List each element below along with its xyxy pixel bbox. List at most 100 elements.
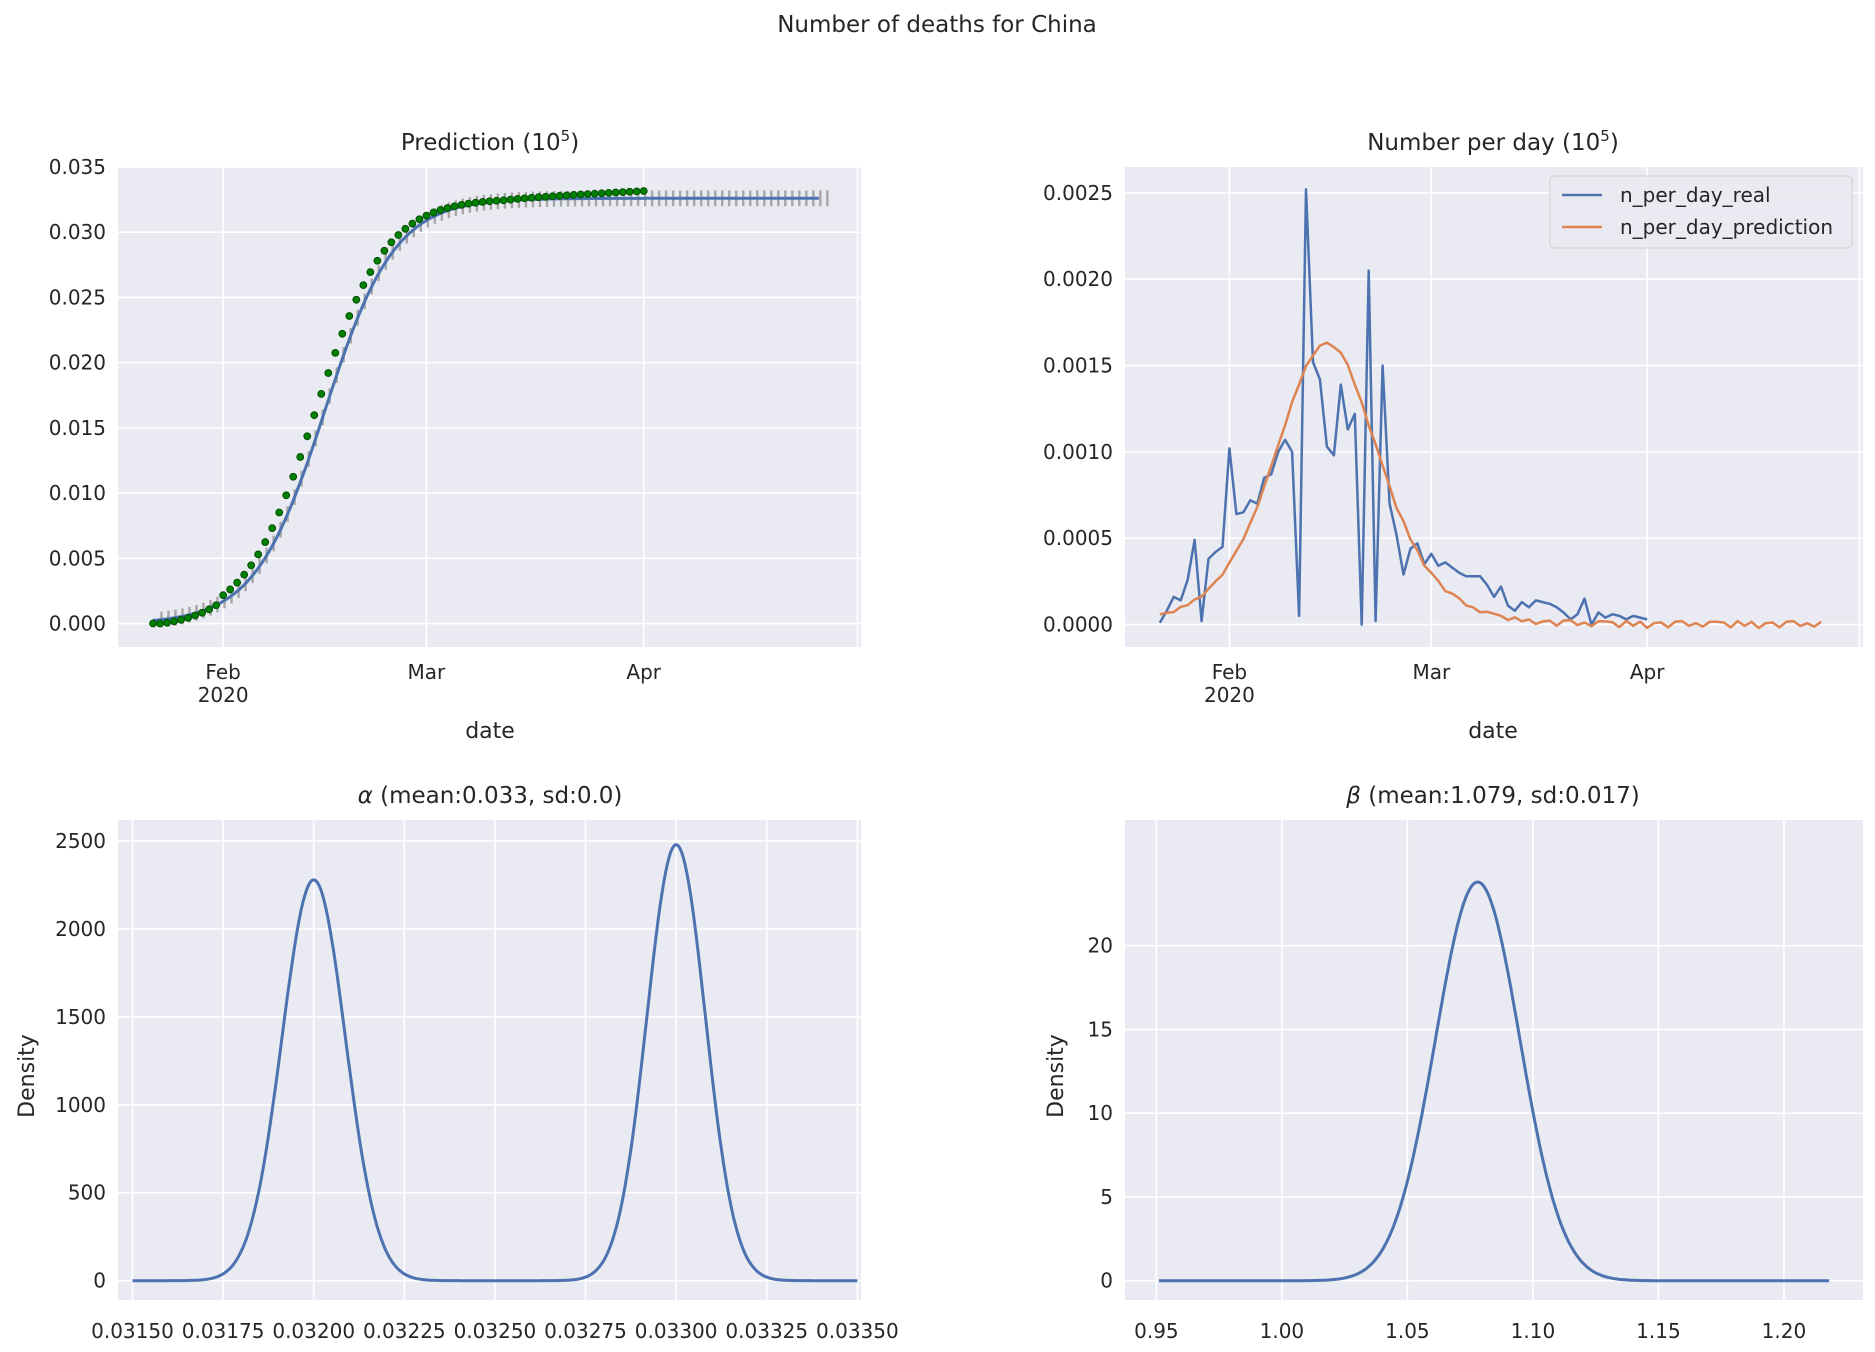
prediction-title: Prediction (105) (401, 127, 579, 156)
prediction-observed-point (338, 329, 347, 338)
alpha-plot: 0.03150 0.03175 0.03200 0.03225 0.03250 0.032… (55, 820, 899, 1343)
prediction-observed-point (254, 550, 263, 559)
prediction-observed-point (429, 208, 438, 217)
prediction-facecolor (118, 167, 861, 647)
prediction-observed-point (275, 508, 284, 517)
prediction-observed-point (247, 561, 256, 570)
prediction-observed-point (394, 231, 403, 239)
legend-label-prediction: n_per_day_prediction (1620, 215, 1833, 239)
alpha-xtick-label: 0.03225 (363, 1319, 446, 1343)
prediction-xtick-label: Apr (626, 660, 661, 684)
prediction-observed-point (576, 190, 585, 199)
prediction-observed-point (604, 189, 613, 197)
beta-ytick-label: 15 (1088, 1017, 1113, 1041)
prediction-observed-point (548, 192, 557, 201)
beta-facecolor (1125, 820, 1863, 1300)
prediction-observed-point (436, 206, 445, 214)
prediction-observed-point (345, 312, 354, 320)
per-day-ytick-label: 0.0005 (1043, 526, 1113, 550)
prediction-ytick-label: 0.035 (49, 155, 106, 179)
prediction-observed-point (513, 195, 522, 203)
alpha-facecolor (118, 820, 861, 1300)
alpha-ylabel: Density (15, 1034, 40, 1118)
per-day-xtick-label: Apr (1630, 660, 1665, 684)
prediction-observed-point (191, 611, 200, 620)
beta-plot: 0.95 1.00 1.05 1.10 1.15 1.20 0 5 10 15 20 (1088, 820, 1863, 1343)
beta-ytick-label: 5 (1100, 1185, 1113, 1209)
per-day-ytick-label: 0.0020 (1043, 267, 1113, 291)
prediction-observed-point (618, 188, 627, 197)
prediction-observed-point (506, 195, 515, 204)
prediction-xtick-label: Feb (205, 660, 240, 684)
prediction-observed-point (499, 196, 508, 205)
prediction-ytick-label: 0.005 (49, 546, 106, 570)
prediction-observed-point (597, 189, 606, 198)
prediction-observed-point (422, 211, 431, 220)
prediction-observed-point (387, 238, 396, 247)
alpha-ytick-label: 1500 (55, 1005, 106, 1029)
prediction-observed-point (198, 608, 207, 617)
prediction-observed-point (555, 191, 564, 200)
per-day-title: Number per day (105) (1367, 127, 1619, 156)
per-day-xtick-label: Feb (1212, 660, 1247, 684)
prediction-observed-point (359, 281, 368, 290)
prediction-observed-point (639, 187, 648, 195)
alpha-ytick-label: 2000 (55, 917, 106, 941)
prediction-observed-point (443, 204, 452, 212)
beta-title: β (mean:1.079, sd:0.017) (1345, 783, 1640, 809)
alpha-title: α (mean:0.033, sd:0.0) (358, 783, 623, 809)
per-day-real-line (1158, 188, 1648, 626)
alpha-xtick-label: 0.03200 (272, 1319, 355, 1343)
prediction-observed-point (625, 187, 634, 196)
beta-xtick-label: 1.00 (1260, 1319, 1305, 1343)
beta-ytick-label: 0 (1100, 1269, 1113, 1293)
per-day-xlabel: date (1468, 719, 1518, 744)
prediction-observed-point (303, 432, 312, 441)
prediction-observed-point (562, 191, 571, 200)
alpha-xtick-label: 0.03175 (182, 1319, 265, 1343)
legend-label-real: n_per_day_real (1620, 183, 1771, 207)
prediction-observed-point (464, 199, 473, 208)
prediction-observed-point (492, 196, 501, 205)
prediction-observed-point (240, 570, 249, 579)
beta-ylabel: Density (1044, 1034, 1069, 1118)
prediction-observed-point (261, 538, 270, 546)
alpha-density-axes: α (mean:0.033, sd:0.0) 0.03150 0.03175 0.0… (15, 783, 899, 1343)
prediction-observed-point (212, 601, 221, 610)
prediction-ytick-label: 0.010 (49, 481, 106, 505)
prediction-observed-point (170, 617, 178, 626)
beta-ytick-label: 10 (1088, 1101, 1113, 1125)
prediction-observed-point (373, 256, 382, 265)
prediction-ytick-label: 0.020 (49, 351, 106, 375)
legend-box (1549, 175, 1853, 249)
prediction-observed-point (268, 524, 277, 532)
prediction-observed-point (569, 191, 578, 199)
prediction-observed-point (450, 202, 459, 211)
prediction-observed-point (184, 613, 192, 622)
prediction-observed-point (611, 188, 620, 197)
prediction-observed-point (149, 619, 157, 628)
per-day-ytick-label: 0.0025 (1043, 181, 1113, 205)
prediction-observed-point (163, 618, 171, 627)
prediction-observed-point (219, 591, 228, 600)
prediction-observed-point (534, 193, 543, 202)
beta-xtick-label: 0.95 (1134, 1319, 1179, 1343)
prediction-observed-point (541, 192, 550, 201)
prediction-observed-point (471, 198, 480, 207)
legend: n_per_day_real n_per_day_prediction (1549, 175, 1853, 249)
prediction-observed-point (289, 472, 298, 481)
prediction-observed-point (401, 224, 410, 233)
prediction-observed-point (205, 605, 214, 614)
prediction-observed-point (478, 198, 487, 206)
prediction-ytick-label: 0.000 (49, 612, 106, 636)
beta-ytick-label: 20 (1088, 934, 1113, 958)
prediction-observed-point (415, 215, 424, 224)
alpha-xtick-label: 0.03150 (91, 1319, 174, 1343)
beta-xtick-label: 1.15 (1636, 1319, 1681, 1343)
prediction-observed-point (282, 491, 291, 500)
prediction-observed-point (233, 578, 242, 587)
prediction-observed-point (366, 268, 375, 277)
alpha-xtick-label: 0.03250 (454, 1319, 537, 1343)
